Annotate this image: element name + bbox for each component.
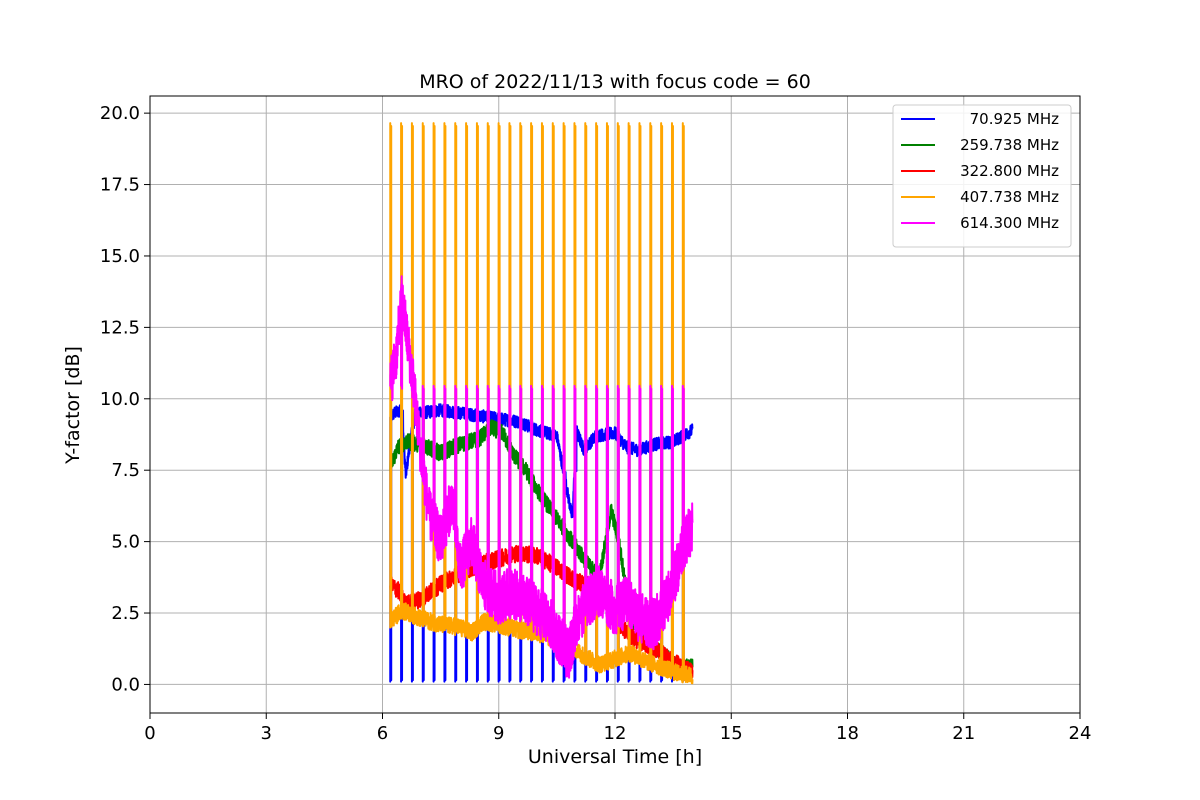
- y-tick-label: 17.5: [100, 175, 140, 196]
- x-tick-label: 15: [720, 723, 743, 744]
- x-axis-label: Universal Time [h]: [528, 746, 702, 768]
- y-tick-label: 10.0: [100, 389, 140, 410]
- y-tick-label: 5.0: [111, 532, 140, 553]
- y-tick-label: 15.0: [100, 246, 140, 267]
- x-axis: 0 3 6 9 12 15 18 21 24: [144, 713, 1091, 744]
- x-tick-label: 0: [144, 723, 155, 744]
- x-tick-label: 12: [604, 723, 627, 744]
- legend-entry: 70.925 MHz: [970, 110, 1059, 128]
- legend: 70.925 MHz 259.738 MHz 322.800 MHz 407.738 …: [892, 104, 1072, 248]
- legend-box: [892, 104, 1072, 248]
- x-tick-label: 24: [1069, 723, 1092, 744]
- legend-entry: 322.800 MHz: [960, 162, 1059, 180]
- y-tick-label: 2.5: [111, 603, 140, 624]
- chart-title: MRO of 2022/11/13 with focus code = 60: [419, 71, 811, 93]
- legend-entry: 259.738 MHz: [960, 136, 1059, 154]
- y-axis-label: Y-factor [dB]: [62, 346, 84, 465]
- x-tick-label: 9: [493, 723, 504, 744]
- series-layer: [389, 122, 694, 685]
- y-tick-label: 20.0: [100, 103, 140, 124]
- x-tick-label: 3: [261, 723, 272, 744]
- y-tick-label: 12.5: [100, 317, 140, 338]
- x-tick-label: 18: [836, 723, 859, 744]
- series-line-4: [389, 275, 694, 679]
- y-axis: 0.0 2.5 5.0 7.5 10.0 12.5 15.0 17.5 20.0: [100, 103, 150, 695]
- x-tick-label: 6: [377, 723, 388, 744]
- y-tick-label: 7.5: [111, 460, 140, 481]
- legend-entry: 614.300 MHz: [960, 214, 1059, 232]
- legend-entry: 407.738 MHz: [960, 188, 1059, 206]
- x-tick-label: 21: [952, 723, 975, 744]
- y-tick-label: 0.0: [111, 674, 140, 695]
